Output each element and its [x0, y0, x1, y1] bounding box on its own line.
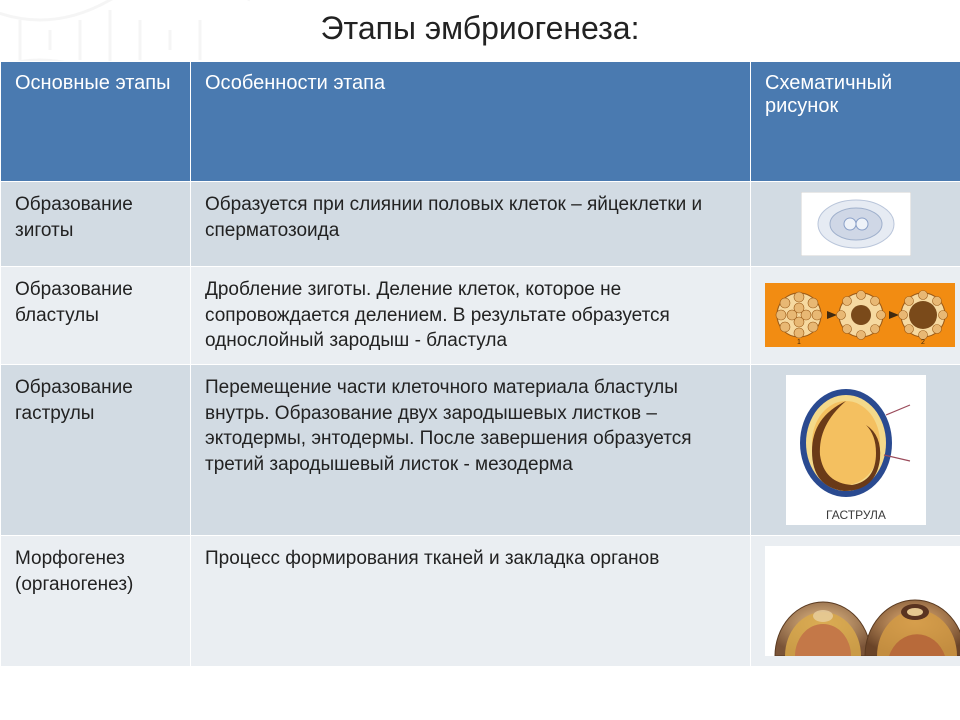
- table-header-row: Основные этапы Особенности этапа Схемати…: [1, 62, 960, 182]
- desc-cell: Дробление зиготы. Деление клеток, которо…: [191, 267, 751, 365]
- desc-cell: Перемещение части клеточного материала б…: [191, 364, 751, 535]
- desc-cell: Образуется при слиянии половых клеток – …: [191, 182, 751, 267]
- image-cell-blastula: 1 2: [751, 267, 960, 365]
- blastula-icon: 1 2: [765, 283, 955, 347]
- stage-cell: Образование зиготы: [1, 182, 191, 267]
- gastrula-icon: ГАСТРУЛА: [786, 375, 926, 525]
- stage-cell: Образование гаструлы: [1, 364, 191, 535]
- gastrula-caption: ГАСТРУЛА: [826, 508, 886, 522]
- image-cell-gastrula: ГАСТРУЛА: [751, 364, 960, 535]
- table-row: Образование бластулы Дробление зиготы. Д…: [1, 267, 960, 365]
- image-cell-zygote: [751, 182, 960, 267]
- stage-cell: Морфогенез (органогенез): [1, 535, 191, 666]
- desc-cell: Процесс формирования тканей и закладка о…: [191, 535, 751, 666]
- stage-cell: Образование бластулы: [1, 267, 191, 365]
- embryogenesis-table: Основные этапы Особенности этапа Схемати…: [0, 61, 960, 667]
- organogenesis-icon: [765, 546, 960, 656]
- header-img: Схематичный рисунок: [751, 62, 960, 182]
- image-cell-organogenesis: [751, 535, 960, 666]
- svg-text:1: 1: [797, 339, 801, 346]
- table-row: Образование гаструлы Перемещение части к…: [1, 364, 960, 535]
- header-stage: Основные этапы: [1, 62, 191, 182]
- table-row: Морфогенез (органогенез) Процесс формиро…: [1, 535, 960, 666]
- page-title: Этапы эмбриогенеза:: [0, 0, 960, 61]
- zygote-icon: [801, 192, 911, 256]
- table-row: Образование зиготы Образуется при слияни…: [1, 182, 960, 267]
- svg-text:2: 2: [921, 339, 925, 346]
- header-desc: Особенности этапа: [191, 62, 751, 182]
